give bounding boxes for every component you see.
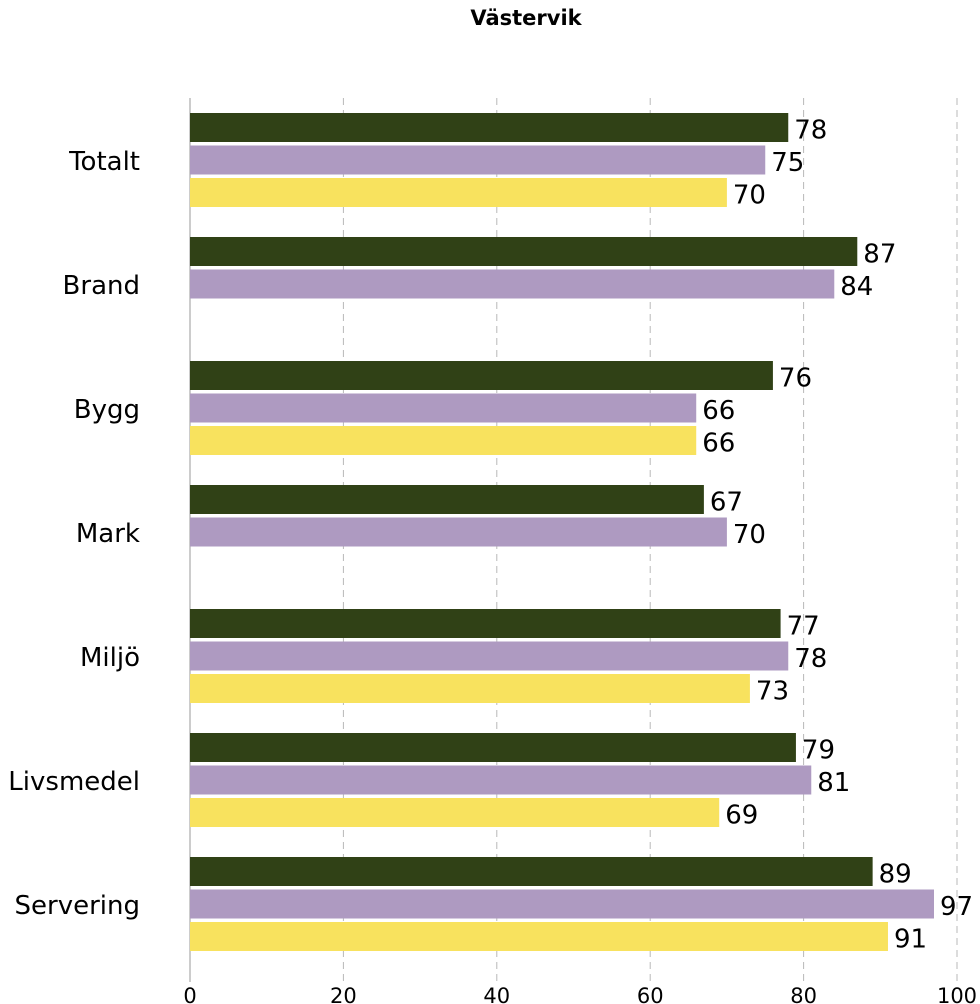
bar xyxy=(190,798,720,827)
bar xyxy=(190,857,873,886)
bar xyxy=(190,609,781,638)
data-label: 70 xyxy=(733,181,766,211)
data-label: 91 xyxy=(894,925,927,955)
bar xyxy=(190,922,888,951)
data-label: 81 xyxy=(817,768,850,798)
data-label: 66 xyxy=(702,429,735,459)
bar xyxy=(190,517,727,547)
bar xyxy=(190,145,766,175)
bar xyxy=(190,237,858,266)
category-label: Livsmedel xyxy=(8,767,140,797)
bar xyxy=(190,765,812,795)
bar xyxy=(190,426,697,455)
data-label: 75 xyxy=(771,148,804,178)
bar xyxy=(190,733,796,762)
bar xyxy=(190,178,727,207)
data-label: 67 xyxy=(710,488,743,518)
data-label: 70 xyxy=(733,520,766,550)
data-label: 84 xyxy=(840,272,873,302)
category-label: Bygg xyxy=(74,395,140,425)
data-label: 97 xyxy=(940,892,973,922)
x-tick-label: 60 xyxy=(637,984,664,1004)
bar xyxy=(190,269,835,299)
x-tick-label: 20 xyxy=(330,984,357,1004)
x-tick-label: 0 xyxy=(183,984,196,1004)
category-label: Totalt xyxy=(68,147,140,177)
data-label: 66 xyxy=(702,396,735,426)
category-label: Servering xyxy=(15,891,140,921)
bar xyxy=(190,485,704,514)
category-label: Mark xyxy=(76,519,140,549)
bar xyxy=(190,393,697,423)
bar xyxy=(190,889,934,919)
data-label: 87 xyxy=(863,240,896,270)
bar xyxy=(190,361,773,390)
chart-title: Västervik xyxy=(470,6,582,30)
data-label: 78 xyxy=(794,644,827,674)
x-tick-label: 100 xyxy=(937,984,977,1004)
bar xyxy=(190,113,789,142)
category-label: Brand xyxy=(63,271,140,301)
category-label: Miljö xyxy=(80,643,140,673)
data-label: 89 xyxy=(879,860,912,890)
data-label: 73 xyxy=(756,677,789,707)
data-label: 77 xyxy=(787,612,820,642)
x-tick-label: 80 xyxy=(790,984,817,1004)
data-label: 76 xyxy=(779,364,812,394)
x-tick-label: 40 xyxy=(483,984,510,1004)
data-label: 69 xyxy=(725,801,758,831)
bar xyxy=(190,641,789,671)
bar xyxy=(190,674,750,703)
data-label: 79 xyxy=(802,736,835,766)
data-label: 78 xyxy=(794,116,827,146)
